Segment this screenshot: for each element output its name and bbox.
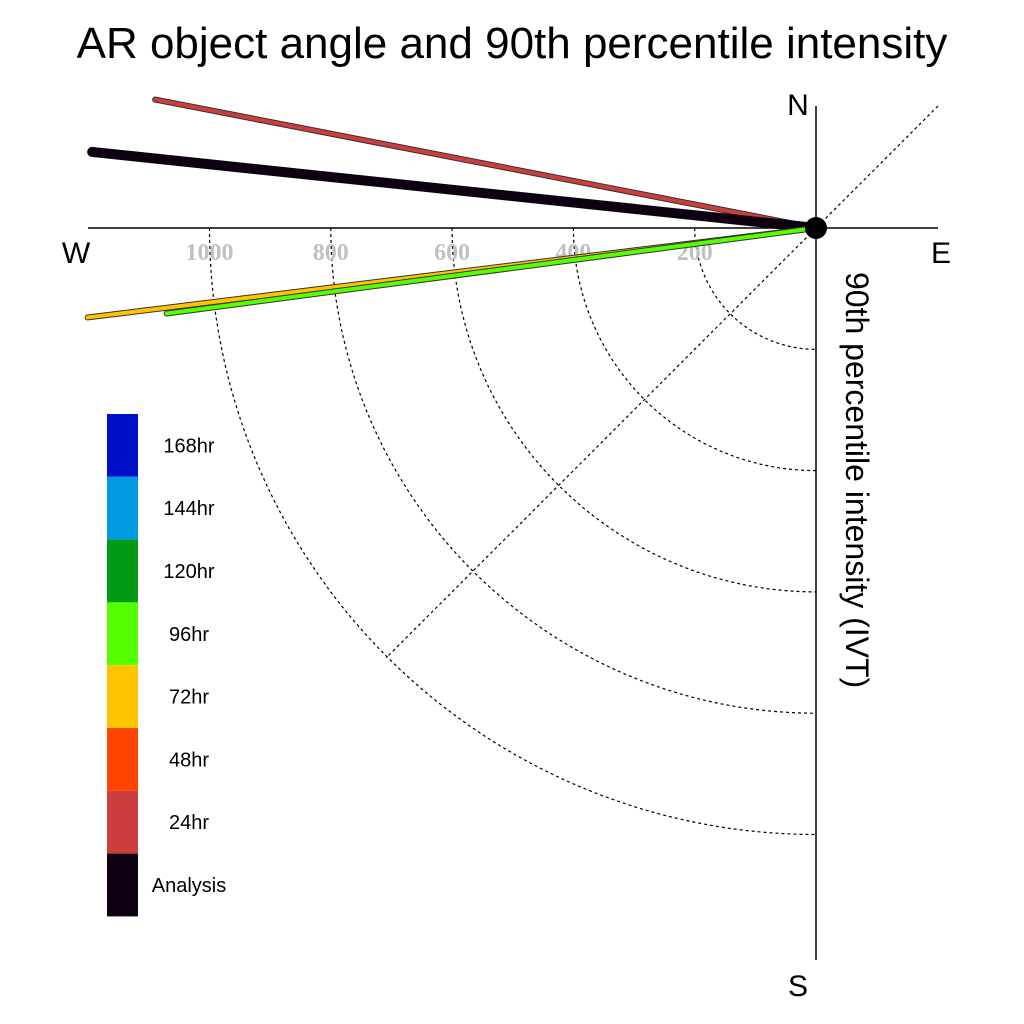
legend-label: 144hr	[163, 498, 214, 520]
ring-label: 600	[434, 240, 470, 266]
compass-north-label: N	[787, 89, 809, 122]
legend: 168hr 144hr 120hr 96hr 72hr 48hr 24hr Analysis	[107, 414, 226, 917]
vector-line	[164, 226, 818, 316]
legend-swatch	[107, 853, 138, 917]
vector-line	[87, 146, 821, 233]
origin-marker	[805, 217, 827, 239]
range-ring	[330, 227, 817, 714]
range-ring	[572, 227, 817, 472]
range-ring	[694, 227, 817, 350]
legend-label: 48hr	[169, 749, 209, 771]
ring-label: 800	[313, 240, 349, 266]
chart-title: AR object angle and 90th percentile inte…	[77, 19, 948, 68]
polar-guides	[208, 105, 939, 836]
legend-swatch	[107, 476, 138, 540]
y-axis-label: 90th percentile intensity (IVT)	[839, 272, 875, 688]
diagonal-guide	[385, 105, 939, 659]
vector-line	[153, 97, 818, 230]
vector-series	[84, 96, 821, 321]
legend-label: 96hr	[169, 624, 209, 646]
legend-swatch	[107, 790, 138, 854]
legend-label: 24hr	[169, 812, 209, 834]
ring-labels: 1000 800 600 400 200	[186, 240, 713, 266]
legend-swatch	[107, 414, 138, 477]
legend-swatch	[107, 728, 138, 791]
ring-label: 1000	[186, 240, 234, 266]
compass-east-label: E	[931, 237, 951, 270]
legend-swatch	[107, 602, 138, 666]
legend-swatch	[107, 665, 138, 728]
legend-label: Analysis	[152, 875, 226, 897]
legend-label: 120hr	[163, 561, 214, 583]
compass-west-label: W	[62, 237, 91, 270]
legend-swatch	[107, 539, 138, 603]
legend-label: 72hr	[169, 687, 209, 709]
range-ring	[451, 227, 817, 593]
range-ring	[208, 227, 817, 836]
legend-label: 168hr	[163, 435, 214, 457]
compass-south-label: S	[788, 970, 808, 1003]
